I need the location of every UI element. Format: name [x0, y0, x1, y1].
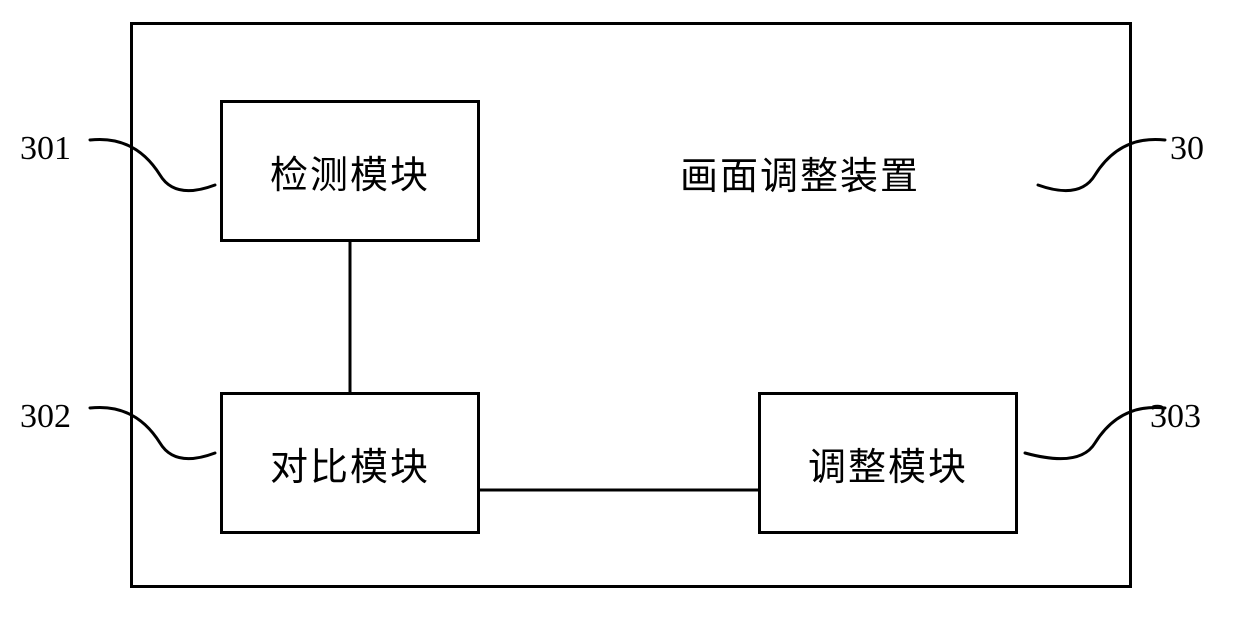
- compare-module-label: 对比模块: [270, 436, 430, 491]
- ref-label-303: 303: [1150, 398, 1201, 436]
- detect-module-label: 检测模块: [270, 144, 430, 199]
- detect-module-box: 检测模块: [220, 100, 480, 242]
- diagram-canvas: 画面调整装置 检测模块 对比模块 调整模块 301 302 303 30: [0, 0, 1239, 620]
- adjust-module-label: 调整模块: [808, 436, 968, 491]
- ref-label-30: 30: [1170, 130, 1204, 168]
- adjust-module-box: 调整模块: [758, 392, 1018, 534]
- container-title: 画面调整装置: [680, 145, 920, 200]
- ref-label-302: 302: [20, 398, 71, 436]
- ref-label-301: 301: [20, 130, 71, 168]
- compare-module-box: 对比模块: [220, 392, 480, 534]
